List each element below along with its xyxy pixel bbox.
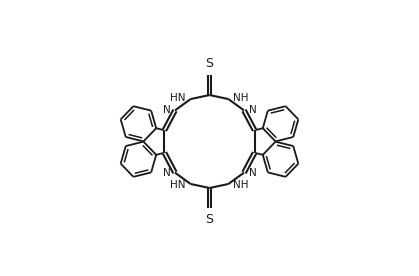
Text: S: S <box>205 213 214 226</box>
Text: NH: NH <box>233 93 249 103</box>
Text: N: N <box>248 168 256 178</box>
Text: N: N <box>163 168 171 178</box>
Text: HN: HN <box>170 180 186 190</box>
Text: N: N <box>248 105 256 115</box>
Text: S: S <box>205 57 214 70</box>
Text: NH: NH <box>233 180 249 190</box>
Text: HN: HN <box>170 93 186 103</box>
Text: N: N <box>163 105 171 115</box>
